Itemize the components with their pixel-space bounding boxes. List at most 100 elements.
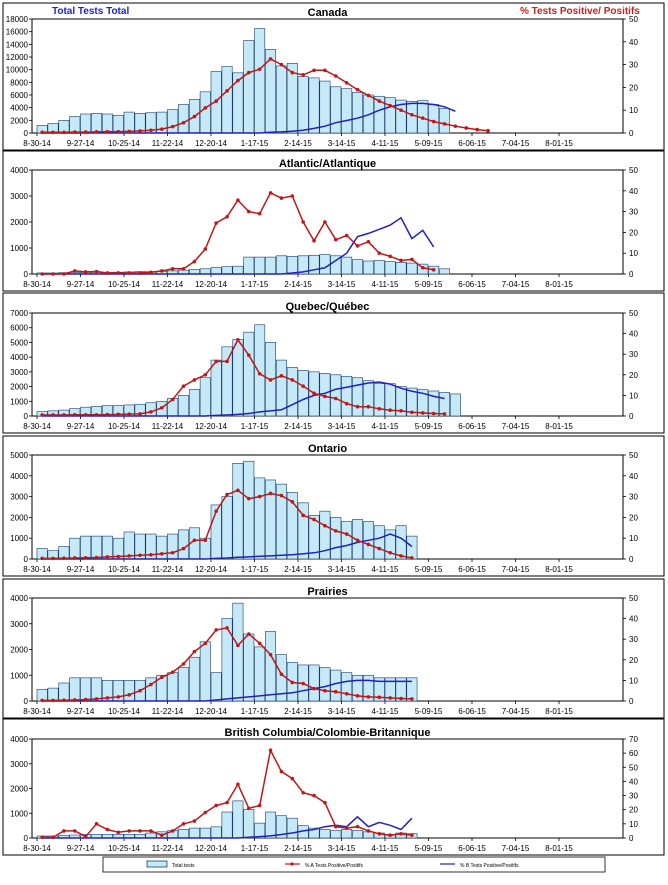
pct-a-point (333, 237, 338, 242)
pct-a-point (127, 829, 131, 833)
pct-a-point (312, 793, 316, 798)
pct-a-point (399, 409, 403, 413)
pct-a-point (62, 413, 66, 417)
x-tick-label: 5-09-15 (415, 707, 443, 716)
right-tick-label: 20 (629, 806, 638, 815)
pct-a-point (290, 680, 295, 685)
pct-a-point (225, 626, 229, 630)
x-tick-label: 4-11-15 (372, 139, 400, 148)
bar (352, 92, 364, 134)
x-tick-label: 7-04-15 (502, 280, 530, 289)
bar (243, 40, 255, 134)
bar (352, 674, 364, 702)
bar (373, 260, 385, 275)
pct-a-point (301, 220, 305, 224)
bar (297, 255, 309, 275)
pct-a-point (138, 553, 142, 558)
x-tick-label: 6-06-15 (458, 707, 486, 716)
chart-title: Ontario (308, 443, 347, 455)
bar (406, 677, 418, 702)
left-tick-label: 0 (24, 412, 29, 421)
x-tick-label: 11-22-14 (152, 280, 184, 289)
pct-a-point (51, 130, 55, 135)
x-tick-label: 4-11-15 (372, 707, 400, 716)
x-tick-label: 5-09-15 (415, 565, 443, 574)
left-tick-label: 2000 (10, 116, 28, 125)
x-tick-label: 5-09-15 (415, 422, 443, 431)
bar (178, 667, 190, 702)
left-tick-label: 4000 (10, 104, 28, 113)
pct-a-point (62, 130, 66, 135)
panel-frame (2, 718, 665, 856)
bar (178, 529, 190, 560)
pct-a-point (355, 824, 360, 829)
right-tick-label: 10 (629, 249, 638, 258)
bar (243, 809, 255, 839)
right-tick-label: 50 (629, 451, 638, 460)
pct-a-point (127, 693, 131, 697)
bar (297, 76, 309, 134)
pct-a-point (51, 272, 55, 276)
pct-a-point (116, 695, 121, 699)
pct-a-point (72, 130, 77, 134)
bar (232, 463, 244, 560)
pct-a-point (40, 556, 44, 561)
pct-a-point (420, 411, 425, 415)
bar (178, 829, 190, 839)
pct-a-point (116, 830, 121, 835)
legend-label-total-tests: Total tests (172, 863, 195, 869)
x-tick-label: 4-11-15 (372, 280, 400, 289)
x-tick-label: 3-14-15 (328, 844, 356, 853)
pct-a-point (214, 803, 218, 808)
bar (330, 517, 342, 560)
pct-a-point (344, 81, 349, 85)
pct-a-point (170, 397, 175, 402)
x-tick-label: 2-14-15 (284, 280, 312, 289)
pct-a-point (377, 406, 382, 411)
x-tick-label: 5-09-15 (415, 139, 443, 148)
x-tick-label: 11-22-14 (152, 565, 184, 574)
bar (275, 255, 287, 275)
left-tick-label: 18000 (6, 15, 29, 24)
pct-a-point (246, 209, 251, 214)
bar (178, 104, 190, 134)
pct-a-point (366, 239, 371, 244)
left-tick-label: 2000 (10, 513, 28, 522)
bar (406, 535, 418, 560)
bar (265, 256, 277, 275)
bar (199, 827, 211, 839)
x-tick-label: 1-17-15 (241, 422, 269, 431)
pct-a-point (138, 829, 142, 833)
x-tick-label: 10-25-14 (108, 139, 141, 148)
pct-a-point (203, 641, 208, 646)
pct-a-point (236, 782, 240, 787)
right-tick-label: 50 (629, 309, 638, 318)
bar (254, 324, 266, 417)
left-tick-label: 5000 (10, 338, 28, 347)
pct-a-point (344, 826, 349, 830)
x-tick-label: 6-06-15 (458, 844, 486, 853)
right-tick-label: 30 (629, 350, 638, 359)
bar (439, 108, 451, 134)
legend: Total tests % A Tests Positive/Positifs … (102, 856, 606, 873)
right-tick-label: 40 (629, 472, 638, 481)
pct-a-point (323, 800, 327, 805)
left-tick-label: 1000 (10, 534, 28, 543)
pct-a-point (323, 394, 327, 399)
pct-a-point (355, 538, 360, 543)
pct-a-point (312, 517, 316, 522)
bar (275, 483, 287, 560)
x-tick-label: 9-27-14 (67, 280, 95, 289)
bar (275, 359, 287, 417)
pct-a-point (236, 643, 240, 648)
pct-a-point (203, 810, 208, 815)
pct-a-point (290, 378, 295, 382)
left-tick-label: 3000 (10, 620, 28, 629)
x-tick-label: 10-25-14 (108, 707, 141, 716)
pct-a-point (399, 258, 403, 263)
pct-a-point (72, 698, 77, 702)
right-tick-label: 0 (629, 412, 634, 421)
right-tick-label: 0 (629, 697, 634, 706)
x-tick-label: 8-01-15 (545, 565, 573, 574)
right-tick-label: 30 (629, 493, 638, 502)
